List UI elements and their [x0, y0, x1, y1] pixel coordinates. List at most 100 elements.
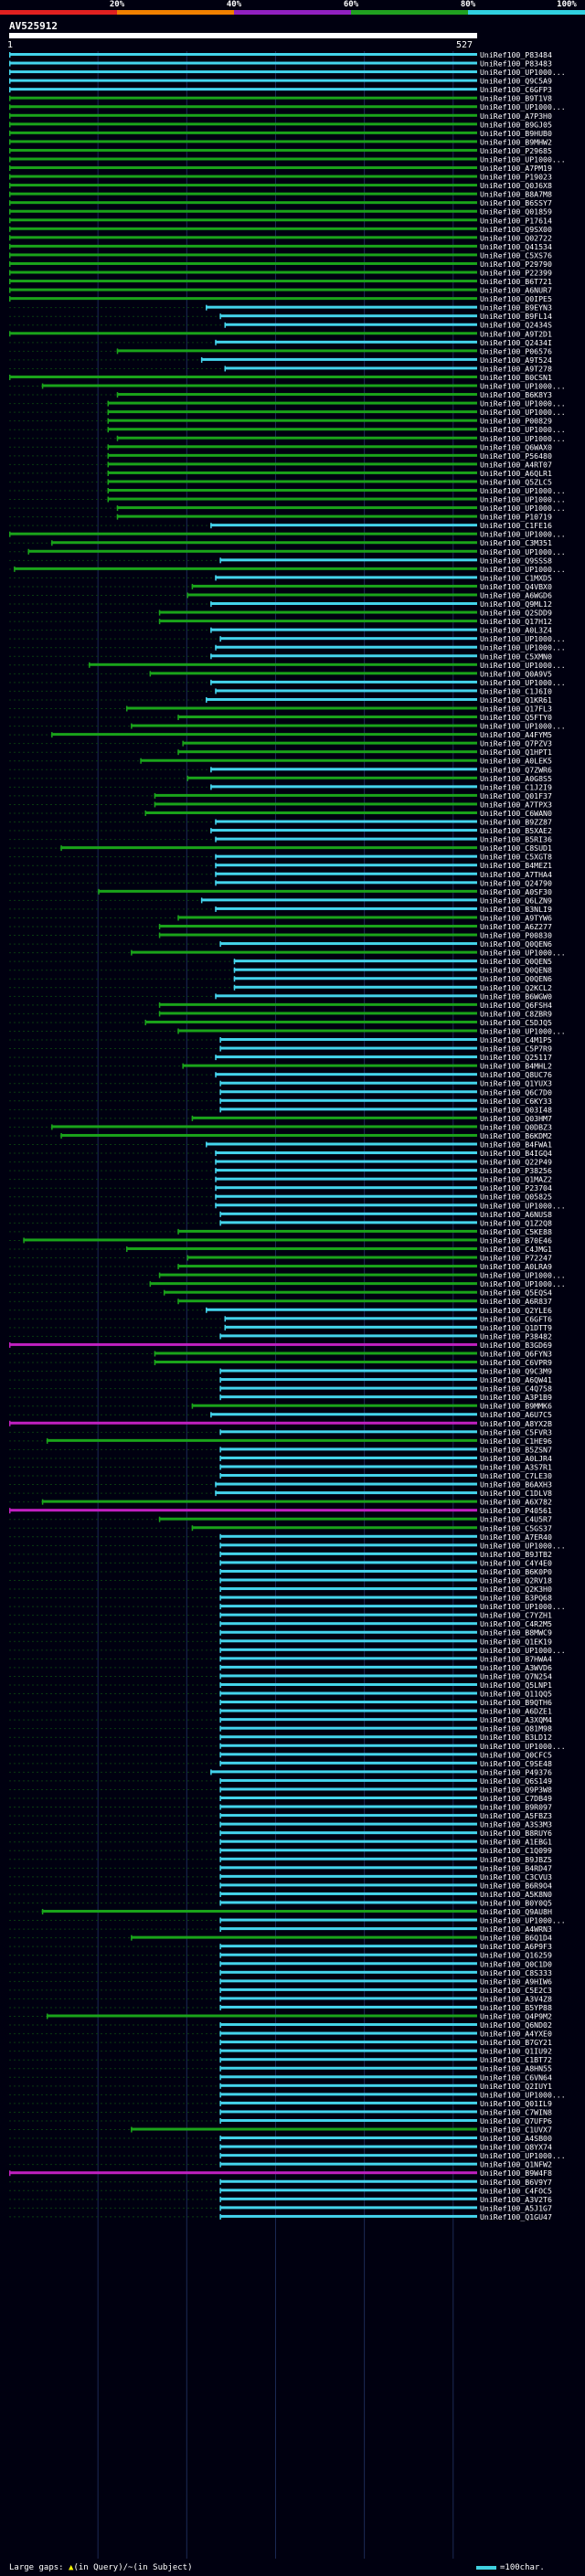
hit-row[interactable]: UniRef100_C4FOC5 [9, 2186, 552, 2195]
hit-bar[interactable] [219, 1883, 477, 1887]
hit-bar[interactable] [219, 1569, 477, 1573]
hit-bar[interactable] [219, 2058, 477, 2062]
hit-row[interactable]: UniRef100_C1MXD5 [9, 573, 552, 582]
hit-id-label[interactable]: UniRef100_A7THA4 [480, 870, 552, 879]
hit-row[interactable]: UniRef100_Q0QEN6 [9, 939, 552, 949]
hit-bar[interactable] [140, 758, 478, 762]
hit-bar[interactable] [9, 96, 477, 100]
hit-id-label[interactable]: UniRef100_P22399 [480, 269, 552, 278]
hit-bar[interactable] [219, 1561, 477, 1564]
hit-id-label[interactable]: UniRef100_UP1000... [480, 382, 566, 391]
hit-bar[interactable] [131, 1935, 477, 1939]
hit-bar[interactable] [23, 1238, 478, 1242]
hit-row[interactable]: UniRef100_A9T524 [9, 355, 552, 365]
hit-row[interactable]: UniRef100_Q2KCL2 [9, 983, 552, 992]
hit-id-label[interactable]: UniRef100_Q6LZN9 [480, 896, 552, 905]
hit-row[interactable]: UniRef100_UP1000... [9, 434, 566, 443]
hit-row[interactable]: UniRef100_Q1IU92 [9, 2047, 552, 2056]
hit-row[interactable]: UniRef100_Q0CFC5 [9, 1750, 552, 1759]
hit-bar[interactable] [215, 1194, 477, 1198]
hit-bar[interactable] [116, 393, 477, 397]
hit-bar[interactable] [219, 1430, 477, 1434]
hit-row[interactable]: UniRef100_Q2IUY1 [9, 2082, 552, 2091]
hit-row[interactable]: UniRef100_B0Y0Q5 [9, 1898, 552, 1907]
hit-id-label[interactable]: UniRef100_UP1000... [480, 1602, 566, 1611]
hit-id-label[interactable]: UniRef100_Q9C5A9 [480, 77, 552, 86]
hit-id-label[interactable]: UniRef100_UP1000... [480, 102, 566, 111]
hit-id-label[interactable]: UniRef100_Q7ZWR6 [480, 765, 552, 774]
hit-row[interactable]: UniRef100_Q11QQ5 [9, 1690, 552, 1699]
hit-id-label[interactable]: UniRef100_A7P3H0 [480, 111, 552, 121]
hit-row[interactable]: UniRef100_UP1000... [9, 530, 566, 539]
hit-id-label[interactable]: UniRef100_A5FBZ3 [480, 1811, 552, 1820]
hit-bar[interactable] [215, 820, 477, 823]
hit-bar[interactable] [41, 384, 478, 387]
hit-row[interactable]: UniRef100_P19023 [9, 173, 552, 182]
hit-bar[interactable] [224, 323, 477, 326]
hit-id-label[interactable]: UniRef100_A8YX2B [480, 1419, 552, 1428]
hit-row[interactable]: UniRef100_Q5EQS4 [9, 1288, 552, 1298]
hit-id-label[interactable]: UniRef100_B70E46 [480, 1235, 552, 1245]
hit-row[interactable]: UniRef100_C5DJQ5 [9, 1018, 552, 1027]
hit-bar[interactable] [9, 88, 477, 91]
hit-bar[interactable] [186, 1256, 477, 1259]
hit-bar[interactable] [177, 750, 477, 754]
hit-row[interactable]: UniRef100_Q1HPT1 [9, 747, 552, 757]
hit-row[interactable]: UniRef100_C8SUD1 [9, 843, 552, 853]
hit-bar[interactable] [219, 1839, 477, 1843]
hit-id-label[interactable]: UniRef100_A6R837 [480, 1297, 552, 1306]
hit-id-label[interactable]: UniRef100_A0SF30 [480, 887, 552, 896]
hit-row[interactable]: UniRef100_A5J1G7 [9, 2203, 552, 2212]
hit-id-label[interactable]: UniRef100_Q9C3M9 [480, 1367, 552, 1376]
hit-row[interactable]: UniRef100_Q1NFW2 [9, 2160, 552, 2169]
hit-bar[interactable] [131, 950, 477, 954]
hit-row[interactable]: UniRef100_Q6C7D0 [9, 1087, 552, 1097]
hit-row[interactable]: UniRef100_C6GFP3 [9, 85, 552, 94]
hit-id-label[interactable]: UniRef100_C6WAN0 [480, 809, 552, 818]
hit-id-label[interactable]: UniRef100_UP1000... [480, 565, 566, 574]
hit-row[interactable]: UniRef100_Q03I48 [9, 1105, 552, 1114]
hit-row[interactable]: UniRef100_A3S3M3 [9, 1820, 552, 1829]
hit-id-label[interactable]: UniRef100_B9QTH6 [480, 1698, 552, 1707]
hit-bar[interactable] [219, 2066, 477, 2070]
hit-row[interactable]: UniRef100_C1J6I0 [9, 686, 552, 695]
hit-bar[interactable] [215, 576, 477, 579]
hit-row[interactable]: UniRef100_Q5FTY0 [9, 713, 552, 722]
hit-id-label[interactable]: UniRef100_A7PM19 [480, 164, 552, 173]
hit-bar[interactable] [158, 1012, 477, 1015]
hit-id-label[interactable]: UniRef100_B4FWA1 [480, 1140, 552, 1150]
hit-id-label[interactable]: UniRef100_P00830 [480, 931, 552, 940]
hit-row[interactable]: UniRef100_B6WGW0 [9, 991, 552, 1001]
hit-bar[interactable] [210, 680, 477, 684]
hit-row[interactable]: UniRef100_B9QTH6 [9, 1698, 552, 1707]
hit-id-label[interactable]: UniRef100_Q1HPT1 [480, 747, 552, 757]
hit-id-label[interactable]: UniRef100_B8MWC9 [480, 1628, 552, 1638]
hit-id-label[interactable]: UniRef100_Q1DTT9 [480, 1323, 552, 1332]
hit-id-label[interactable]: UniRef100_A6U7C5 [480, 1410, 552, 1419]
hit-id-label[interactable]: UniRef100_Q2KCL2 [480, 983, 552, 992]
hit-row[interactable]: UniRef100_UP1000... [9, 661, 566, 670]
hit-bar[interactable] [177, 1265, 477, 1268]
hit-bar[interactable] [9, 270, 477, 274]
hit-row[interactable]: UniRef100_B8A7M8 [9, 190, 552, 199]
hit-bar[interactable] [224, 1317, 477, 1320]
hit-id-label[interactable]: UniRef100_Q2434I [480, 338, 552, 347]
hit-row[interactable]: UniRef100_UP1000... [9, 2090, 566, 2099]
hit-id-label[interactable]: UniRef100_A4YXE0 [480, 2030, 552, 2039]
hit-id-label[interactable]: UniRef100_P38256 [480, 1166, 552, 1175]
hit-bar[interactable] [9, 131, 477, 134]
hit-bar[interactable] [215, 854, 477, 858]
hit-bar[interactable] [200, 357, 478, 361]
hit-row[interactable]: UniRef100_P38256 [9, 1166, 552, 1175]
hit-bar[interactable] [219, 2083, 477, 2087]
hit-bar[interactable] [9, 175, 477, 178]
hit-bar[interactable] [9, 218, 477, 222]
hit-bar[interactable] [177, 1299, 477, 1303]
hit-id-label[interactable]: UniRef100_UP1000... [480, 68, 566, 77]
hit-row[interactable]: UniRef100_Q0J6X8 [9, 181, 552, 190]
hit-id-label[interactable]: UniRef100_Q1MAZ2 [480, 1175, 552, 1184]
hit-row[interactable]: UniRef100_UP1000... [9, 408, 566, 417]
hit-row[interactable]: UniRef100_C5XS76 [9, 250, 552, 260]
hit-bar[interactable] [210, 785, 477, 789]
hit-row[interactable]: UniRef100_B9MMK6 [9, 1402, 552, 1411]
